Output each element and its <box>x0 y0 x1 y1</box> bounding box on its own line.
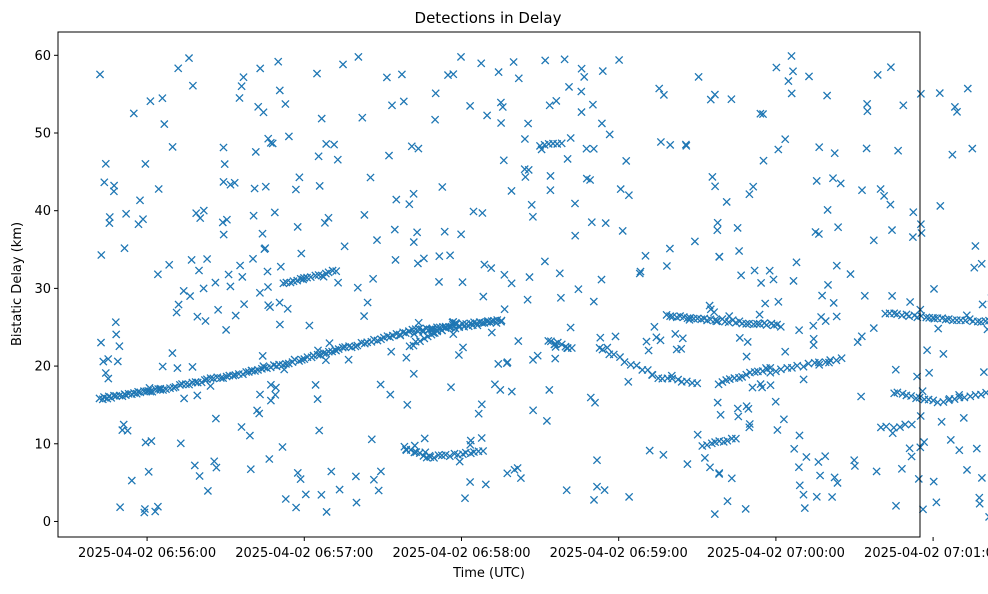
x-tick-label: 2025-04-02 06:56:00 <box>78 546 216 561</box>
y-tick-label: 20 <box>34 360 51 375</box>
x-tick-label: 2025-04-02 06:58:00 <box>392 546 530 561</box>
y-tick-label: 40 <box>34 204 51 219</box>
x-tick-label: 2025-04-02 07:00:00 <box>707 546 845 561</box>
y-tick-label: 30 <box>34 282 51 297</box>
x-tick-label: 2025-04-02 06:59:00 <box>550 546 688 561</box>
y-tick-label: 10 <box>34 437 51 452</box>
y-axis-label: Bistatic Delay (km) <box>10 222 25 346</box>
y-tick-label: 0 <box>43 515 51 530</box>
x-tick-label: 2025-04-02 07:01:00 <box>864 546 988 561</box>
chart-title: Detections in Delay <box>415 9 562 27</box>
y-tick-label: 60 <box>34 49 51 64</box>
x-tick-label: 2025-04-02 06:57:00 <box>235 546 373 561</box>
y-tick-label: 50 <box>34 127 51 142</box>
x-axis-label: Time (UTC) <box>452 566 525 581</box>
